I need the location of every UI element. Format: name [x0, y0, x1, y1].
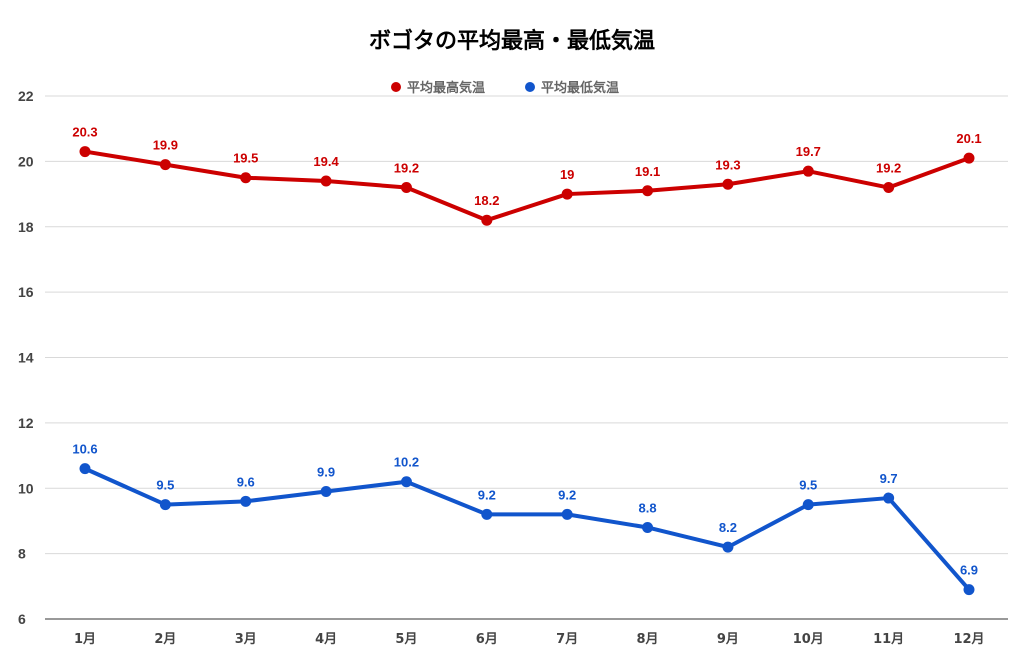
data-label: 19.2: [876, 161, 901, 176]
data-label: 8.2: [719, 520, 737, 535]
legend-marker-high: [391, 82, 401, 92]
data-point: [642, 185, 654, 197]
series-high: 20.3 19.9 19.5 19.4 19.2 18.2 19 19.1 19.3 19.7 19…: [72, 125, 982, 226]
data-point: [963, 152, 975, 164]
data-label: 18.2: [474, 193, 499, 208]
data-label: 19.1: [635, 164, 660, 179]
y-tick-label: 18: [18, 219, 34, 235]
gridlines: [45, 95, 1008, 555]
series-line: [83, 466, 971, 592]
data-point: [722, 178, 734, 190]
series-low: 10.6 9.5 9.6 9.9 10.2 9.2 9.2 8.8 8.2 9.5 9.7 6.9: [72, 442, 978, 596]
data-point: [320, 486, 332, 498]
x-tick-label: 9月: [717, 632, 739, 647]
data-point: [722, 541, 734, 553]
data-label: 10.2: [394, 455, 419, 470]
x-tick-label: 7月: [556, 632, 578, 647]
series: 20.3 19.9 19.5 19.4 19.2 18.2 19 19.1 19.3 19.7 19…: [72, 125, 982, 596]
data-label: 9.5: [156, 478, 174, 493]
y-tick-label: 16: [18, 284, 34, 300]
data-point: [159, 499, 171, 511]
data-label: 8.8: [639, 500, 657, 515]
data-point: [561, 508, 573, 520]
data-label: 19.4: [313, 154, 339, 169]
data-label: 9.6: [237, 474, 255, 489]
legend-label-high: 平均最高気温: [407, 80, 485, 96]
data-point: [481, 214, 493, 226]
legend-label-low: 平均最低気温: [541, 80, 619, 96]
y-tick-label: 10: [18, 480, 34, 496]
data-label: 9.2: [478, 487, 496, 502]
data-label: 19.5: [233, 151, 258, 166]
x-tick-label: 3月: [235, 632, 257, 647]
data-point: [883, 492, 895, 504]
data-label: 20.3: [72, 125, 97, 140]
data-label: 9.9: [317, 465, 335, 480]
x-tick-label: 6月: [476, 632, 498, 647]
data-point: [802, 165, 814, 177]
legend: 平均最高気温 平均最低気温: [391, 80, 619, 96]
y-tick-label: 12: [18, 415, 34, 431]
y-axis: 6 8 10 12 14 16 18 20 22: [18, 88, 1008, 627]
data-point: [642, 521, 654, 533]
data-point: [159, 159, 171, 171]
data-point: [883, 182, 895, 194]
data-label: 19.9: [153, 138, 178, 153]
data-label: 9.5: [799, 478, 817, 493]
data-point: [561, 188, 573, 200]
data-label: 6.9: [960, 563, 978, 578]
legend-marker-low: [525, 82, 535, 92]
data-point: [400, 476, 412, 488]
data-point: [79, 463, 91, 475]
data-point: [240, 172, 252, 184]
data-label: 9.2: [558, 487, 576, 502]
data-label: 19.7: [796, 144, 821, 159]
x-tick-label: 1月: [74, 632, 96, 647]
data-label: 20.1: [956, 131, 981, 146]
x-tick-label: 4月: [315, 632, 337, 647]
data-point: [240, 495, 252, 507]
x-tick-label: 2月: [154, 632, 176, 647]
x-tick-label: 8月: [637, 632, 659, 647]
data-point: [963, 584, 975, 596]
data-label: 19.2: [394, 161, 419, 176]
data-point: [320, 175, 332, 187]
data-point: [481, 508, 493, 520]
data-label: 10.6: [72, 442, 97, 457]
y-tick-label: 14: [18, 350, 34, 366]
x-tick-label: 12月: [953, 632, 984, 647]
x-axis: 1月 2月 3月 4月 5月 6月 7月 8月 9月 10月 11月 12月: [74, 632, 985, 647]
series-line: [83, 149, 971, 223]
chart-title: ボゴタの平均最高・最低気温: [369, 28, 655, 54]
x-tick-label: 11月: [873, 632, 904, 647]
data-label: 19.3: [715, 157, 740, 172]
y-tick-label: 6: [18, 611, 26, 627]
data-point: [79, 146, 91, 158]
data-label: 19: [560, 167, 574, 182]
data-point: [400, 182, 412, 194]
x-tick-label: 10月: [793, 632, 824, 647]
y-tick-label: 22: [18, 88, 34, 104]
data-point: [802, 499, 814, 511]
y-tick-label: 8: [18, 546, 26, 562]
y-tick-label: 20: [18, 153, 34, 169]
x-tick-label: 5月: [395, 632, 417, 647]
data-label: 9.7: [880, 471, 898, 486]
